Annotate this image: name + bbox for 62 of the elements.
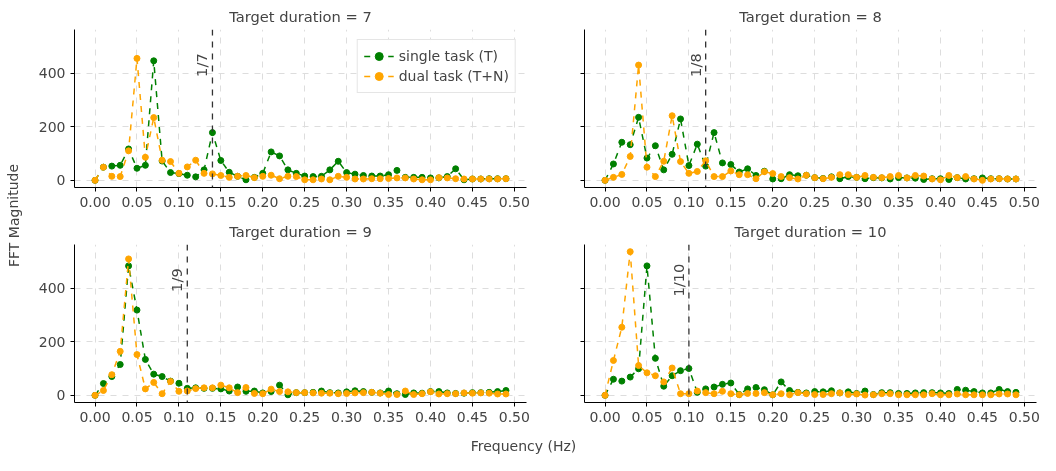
x-tick-label: 0.50 (1008, 408, 1040, 425)
x-tick-label: 0.15 (715, 193, 747, 210)
x-tick-label: 0.25 (799, 408, 831, 425)
x-tick-label: 0.40 (414, 193, 447, 210)
x-tick-label: 0.15 (205, 408, 237, 425)
chart-title: Target duration = 8 (738, 7, 882, 25)
y-tick-label: 400 (38, 280, 66, 297)
x-tick-label: 0.45 (456, 193, 488, 210)
x-tick-label: 0.50 (1008, 193, 1040, 210)
x-tick-label: 0.10 (163, 193, 195, 210)
x-tick-label: 0.00 (79, 408, 111, 425)
chart-title: Target duration = 9 (228, 222, 372, 240)
x-tick-label: 0.35 (882, 408, 915, 425)
x-tick-label: 0.20 (757, 193, 789, 210)
x-tick-label: 0.00 (79, 193, 111, 210)
y-tick-label: 200 (38, 333, 66, 350)
x-tick-label: 0.30 (331, 408, 363, 425)
x-tick-label: 0.15 (715, 408, 747, 425)
x-tick-label: 0.20 (247, 408, 279, 425)
x-tick-label: 0.40 (924, 193, 957, 210)
x-axis-title: Frequency (Hz) (470, 437, 577, 454)
x-tick-label: 0.50 (498, 408, 530, 425)
x-tick-label: 0.15 (205, 193, 237, 210)
x-tick-label: 0.30 (841, 408, 873, 425)
x-tick-label: 0.05 (121, 408, 153, 425)
x-tick-label: 0.30 (841, 193, 873, 210)
x-tick-label: 0.25 (799, 193, 831, 210)
x-tick-label: 0.30 (331, 193, 363, 210)
annotation: 1/8 (686, 53, 704, 77)
x-tick-label: 0.10 (163, 408, 195, 425)
x-tick-label: 0.05 (631, 193, 663, 210)
y-tick-label: 200 (38, 118, 66, 135)
x-tick-label: 0.25 (289, 408, 321, 425)
x-tick-label: 0.00 (589, 193, 621, 210)
x-tick-label: 0.35 (372, 408, 405, 425)
x-tick-label: 0.35 (372, 193, 405, 210)
annotation: 1/10 (669, 263, 687, 297)
y-tick-label: 0 (56, 172, 66, 189)
x-tick-label: 0.10 (673, 193, 705, 210)
x-tick-label: 0.35 (882, 193, 915, 210)
x-tick-label: 0.45 (966, 408, 998, 425)
y-tick-label: 400 (38, 65, 66, 82)
x-tick-label: 0.00 (589, 408, 621, 425)
x-tick-label: 0.45 (966, 193, 998, 210)
x-tick-label: 0.40 (924, 408, 957, 425)
x-tick-label: 0.10 (673, 408, 705, 425)
chart-title: Target duration = 10 (733, 222, 887, 240)
x-tick-label: 0.20 (757, 408, 789, 425)
x-tick-label: 0.20 (247, 193, 279, 210)
x-tick-label: 0.40 (414, 408, 447, 425)
x-tick-label: 0.05 (121, 193, 153, 210)
x-tick-label: 0.45 (456, 408, 488, 425)
x-tick-label: 0.50 (498, 193, 530, 210)
y-axis-title: FFT Magnitude (5, 163, 22, 268)
annotation: 1/7 (193, 53, 211, 77)
annotation: 1/9 (168, 268, 186, 292)
y-tick-label: 0 (56, 387, 66, 404)
chart-title: Target duration = 7 (228, 7, 372, 25)
x-tick-label: 0.25 (289, 193, 321, 210)
legend-label: dual task (T+N) (398, 68, 509, 84)
x-tick-label: 0.05 (631, 408, 663, 425)
legend-label: single task (T) (398, 48, 499, 64)
